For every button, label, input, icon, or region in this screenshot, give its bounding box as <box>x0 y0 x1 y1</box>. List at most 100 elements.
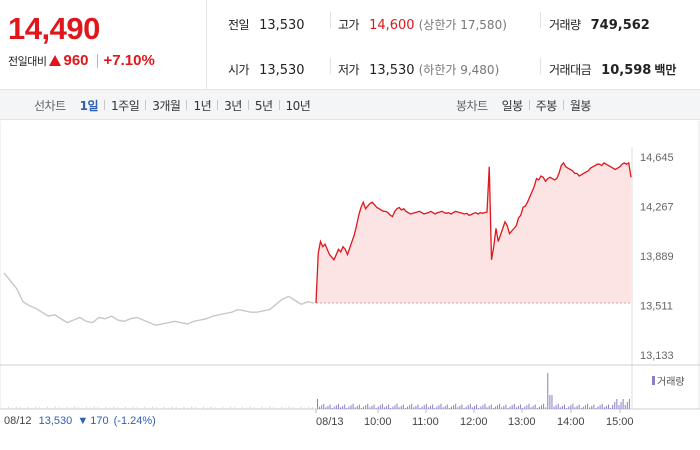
volume-bar <box>440 403 442 409</box>
volume-bar <box>425 403 427 409</box>
prev-volume-bar <box>265 407 267 409</box>
volume-bar <box>469 403 471 409</box>
tab-10-years[interactable]: 10년 <box>285 98 311 113</box>
prev-volume-bar <box>4 408 5 409</box>
volume-bar <box>348 406 350 409</box>
change-line: 전일대비 960 +7.10% <box>8 52 206 69</box>
tab-daily-candle[interactable]: 일봉 <box>501 98 524 113</box>
x-tick-label: 12:00 <box>460 416 488 428</box>
tab-5-years[interactable]: 5년 <box>254 98 273 113</box>
volume-bar <box>601 403 603 409</box>
prev-volume-bar <box>167 407 169 409</box>
volume-bar <box>568 406 570 409</box>
prev-volume-bar <box>148 407 150 409</box>
volume-bar <box>453 405 455 409</box>
prev-volume-bar <box>78 407 80 409</box>
prev-volume-bar <box>218 408 220 409</box>
prev-volume-bar <box>183 406 185 409</box>
volume-bar <box>319 406 321 409</box>
y-tick-label: 13,889 <box>640 251 674 263</box>
stat-label: 시가 <box>228 63 250 77</box>
prev-volume-bar <box>206 407 208 409</box>
stat-value: 749,562 <box>590 18 650 33</box>
volume-bar <box>386 405 388 409</box>
volume-bar <box>570 405 572 409</box>
volume-bar <box>532 405 534 409</box>
volume-bar <box>352 403 354 409</box>
volume-bar <box>396 403 398 409</box>
volume-bar <box>520 404 522 409</box>
prev-volume-bar <box>308 406 310 409</box>
volume-bar <box>421 406 423 409</box>
prev-volume-bar <box>15 406 17 409</box>
tab-3-years[interactable]: 3년 <box>224 98 242 113</box>
prev-volume-bar <box>300 406 302 409</box>
tab-1-year[interactable]: 1년 <box>193 98 212 113</box>
prev-volume-bar <box>105 406 107 409</box>
tab-weekly-candle[interactable]: 주봉 <box>535 98 558 113</box>
stat-prev-close: 전일 13,530 <box>228 16 305 33</box>
volume-bar <box>626 402 628 409</box>
prev-volume-bar <box>35 406 37 409</box>
volume-bar <box>444 405 446 409</box>
volume-bar <box>317 399 318 409</box>
change-label: 전일대비 <box>8 54 47 68</box>
prev-volume-bar <box>245 407 247 409</box>
divider <box>217 100 219 110</box>
volume-bar <box>423 405 425 409</box>
volume-bar <box>446 404 448 409</box>
prev-volume-bar <box>288 406 290 409</box>
tab-1-day[interactable]: 1일 <box>79 98 99 113</box>
volume-bar <box>465 406 467 409</box>
volume-bar <box>375 408 377 409</box>
prev-volume-bar <box>39 407 41 409</box>
prev-volume-bar <box>117 407 119 409</box>
volume-bar <box>365 405 367 409</box>
lower-limit: (하한가 9,480) <box>418 63 500 77</box>
volume-bar <box>436 406 438 409</box>
prev-volume-bar <box>222 406 224 409</box>
prev-volume-bar <box>23 408 25 409</box>
prev-volume-bar <box>11 407 13 409</box>
volume-bar <box>323 403 325 409</box>
prev-volume-bar <box>284 407 286 409</box>
stat-value: 14,600 <box>369 18 415 33</box>
volume-bar <box>628 399 630 409</box>
price-chart[interactable]: 13,133 13,511 13,889 14,267 14,645 08/13 10:0… <box>0 121 700 450</box>
volume-bar <box>383 407 385 409</box>
y-tick-label: 13,133 <box>640 350 674 362</box>
volume-bar <box>415 405 417 409</box>
tab-1-week[interactable]: 1주일 <box>111 98 140 113</box>
prev-volume-bar <box>62 408 64 409</box>
prev-day-change: 170 <box>90 415 109 427</box>
divider <box>540 58 541 74</box>
volume-bar <box>360 408 362 409</box>
prev-volume-bar <box>124 406 126 409</box>
x-tick-label: 11:00 <box>412 416 439 428</box>
prev-volume-bar <box>113 406 115 409</box>
volume-bar <box>543 403 545 409</box>
divider <box>186 100 188 110</box>
stat-high: 고가 14,600 (상한가 17,580) <box>338 16 507 33</box>
volume-bar <box>409 405 411 409</box>
volume-bar <box>390 408 392 409</box>
volume-bar <box>576 405 578 409</box>
volume-bar <box>507 408 509 409</box>
volume-bar <box>614 402 616 409</box>
volume-bar <box>476 404 478 409</box>
volume-bar <box>526 405 528 409</box>
volume-bar <box>538 406 540 409</box>
upper-limit: (상한가 17,580) <box>418 18 507 32</box>
divider <box>528 100 530 110</box>
prev-volume-bar <box>187 407 189 409</box>
volume-bar <box>549 395 551 409</box>
prev-volume-bar <box>195 407 197 409</box>
prev-volume-bar <box>136 407 138 409</box>
tab-monthly-candle[interactable]: 월봉 <box>569 98 592 113</box>
tab-3-months[interactable]: 3개월 <box>152 98 181 113</box>
volume-bar <box>392 406 394 409</box>
volume-bar <box>484 403 486 409</box>
prev-volume-bar <box>31 407 33 409</box>
volume-bar <box>400 405 402 409</box>
prev-volume-bar <box>160 408 161 409</box>
